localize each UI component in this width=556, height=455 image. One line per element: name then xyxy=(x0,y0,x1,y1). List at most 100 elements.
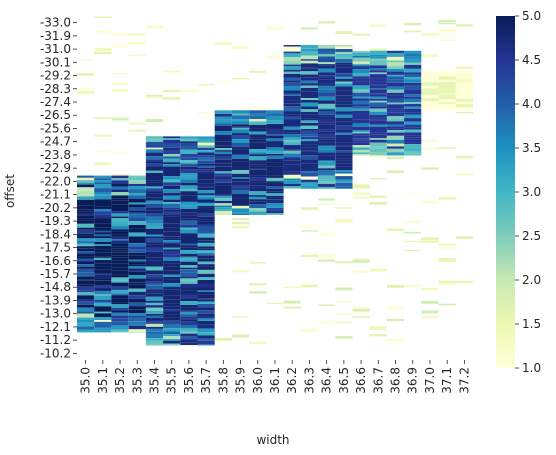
heatmap-cell xyxy=(335,81,353,84)
heatmap-cell xyxy=(128,246,146,250)
y-tick-label: -18.4 xyxy=(40,227,71,241)
heatmap-cell xyxy=(335,218,353,220)
heatmap-cell xyxy=(300,150,318,152)
heatmap-cell xyxy=(197,294,215,299)
heatmap-cell xyxy=(197,237,215,241)
heatmap-cell xyxy=(77,258,95,262)
heatmap-cell xyxy=(283,46,301,49)
heatmap-cell xyxy=(318,158,336,161)
heatmap-cell xyxy=(386,50,405,54)
heatmap-cell xyxy=(197,266,215,270)
heatmap-cell xyxy=(404,231,422,234)
heatmap-cell xyxy=(283,107,301,112)
heatmap-cell xyxy=(335,207,353,209)
heatmap-cell xyxy=(283,172,301,175)
heatmap-cell xyxy=(111,331,129,333)
heatmap-cell xyxy=(163,251,181,255)
heatmap-cell xyxy=(283,134,301,138)
heatmap-cell xyxy=(77,183,95,185)
heatmap-cell xyxy=(404,129,422,133)
heatmap-cell xyxy=(111,236,129,240)
heatmap-cell xyxy=(455,75,473,79)
heatmap-cell xyxy=(111,239,129,241)
heatmap-cell xyxy=(145,291,164,294)
heatmap-cell xyxy=(352,116,370,120)
heatmap-cell xyxy=(128,255,146,260)
heatmap-cell xyxy=(197,194,215,197)
heatmap-cell xyxy=(318,124,336,126)
heatmap-cell xyxy=(180,146,198,150)
heatmap-cell xyxy=(455,98,473,102)
heatmap-cell xyxy=(404,77,422,80)
heatmap-cell xyxy=(197,246,215,249)
heatmap-cell xyxy=(266,205,284,208)
heatmap-cell xyxy=(283,45,301,47)
heatmap-cell xyxy=(404,193,422,196)
heatmap-cell xyxy=(232,181,250,184)
heatmap-cell xyxy=(352,140,370,143)
heatmap-cell xyxy=(77,175,95,178)
heatmap-cell xyxy=(318,48,336,52)
heatmap-cell xyxy=(180,243,198,246)
heatmap-cell xyxy=(214,191,232,195)
heatmap-cell xyxy=(197,167,215,170)
heatmap-cell xyxy=(249,262,267,264)
heatmap-cell xyxy=(318,103,336,108)
colorbar-tick-label: 1.5 xyxy=(522,317,541,331)
heatmap-cell xyxy=(214,168,232,172)
heatmap-cell xyxy=(145,141,164,146)
heatmap-cell xyxy=(318,45,336,49)
heatmap-cell xyxy=(369,152,387,156)
heatmap-cell xyxy=(421,71,439,75)
heatmap-cell xyxy=(77,292,95,296)
heatmap-cell xyxy=(318,165,336,169)
heatmap-cell xyxy=(180,236,198,241)
heatmap-cell xyxy=(232,163,250,167)
heatmap-cell xyxy=(335,146,353,151)
heatmap-cell xyxy=(197,202,215,206)
heatmap-cell xyxy=(352,114,370,116)
heatmap-cell xyxy=(111,321,129,326)
y-tick-label: -26.5 xyxy=(40,108,71,122)
heatmap-cell xyxy=(111,329,129,332)
heatmap-cell xyxy=(266,196,284,198)
y-tick-label: -24.7 xyxy=(40,135,71,149)
heatmap-cell xyxy=(369,154,387,158)
heatmap-cell xyxy=(249,177,267,181)
heatmap-cell xyxy=(369,78,387,82)
heatmap-cell xyxy=(197,136,215,140)
heatmap-cell xyxy=(300,59,318,61)
heatmap-cell xyxy=(335,160,353,164)
heatmap-cell xyxy=(352,85,370,89)
heatmap-cell xyxy=(369,96,387,99)
heatmap-cell xyxy=(111,267,129,271)
heatmap-cell xyxy=(163,214,181,217)
heatmap-cell xyxy=(335,95,353,99)
heatmap-cell xyxy=(232,270,250,273)
y-axis: -33.0-31.9-31.0-30.1-29.2-28.3-27.4-26.5… xyxy=(40,16,77,360)
heatmap-cell xyxy=(438,147,456,149)
heatmap-cell xyxy=(335,98,353,102)
heatmap-cell xyxy=(197,157,215,161)
heatmap-cell xyxy=(438,34,456,37)
heatmap-cell xyxy=(145,244,164,248)
heatmap-cell xyxy=(111,183,129,187)
heatmap-cell xyxy=(94,298,112,300)
x-tick-label: 36.7 xyxy=(371,367,385,394)
heatmap-cell xyxy=(335,186,353,189)
heatmap-cell xyxy=(128,324,146,326)
heatmap-cell xyxy=(300,85,318,88)
heatmap-cell xyxy=(111,280,129,283)
heatmap-cell xyxy=(455,91,473,94)
heatmap-cell xyxy=(249,204,267,209)
heatmap-cell xyxy=(369,81,387,84)
heatmap-cell xyxy=(283,95,301,98)
heatmap-cell xyxy=(266,135,284,139)
heatmap-cell xyxy=(180,169,198,174)
heatmap-cell xyxy=(386,156,405,160)
heatmap-cell xyxy=(111,294,129,296)
heatmap-cell xyxy=(163,272,181,275)
heatmap-cell xyxy=(404,142,422,145)
heatmap-cell xyxy=(352,73,370,77)
heatmap-cell xyxy=(145,166,164,169)
